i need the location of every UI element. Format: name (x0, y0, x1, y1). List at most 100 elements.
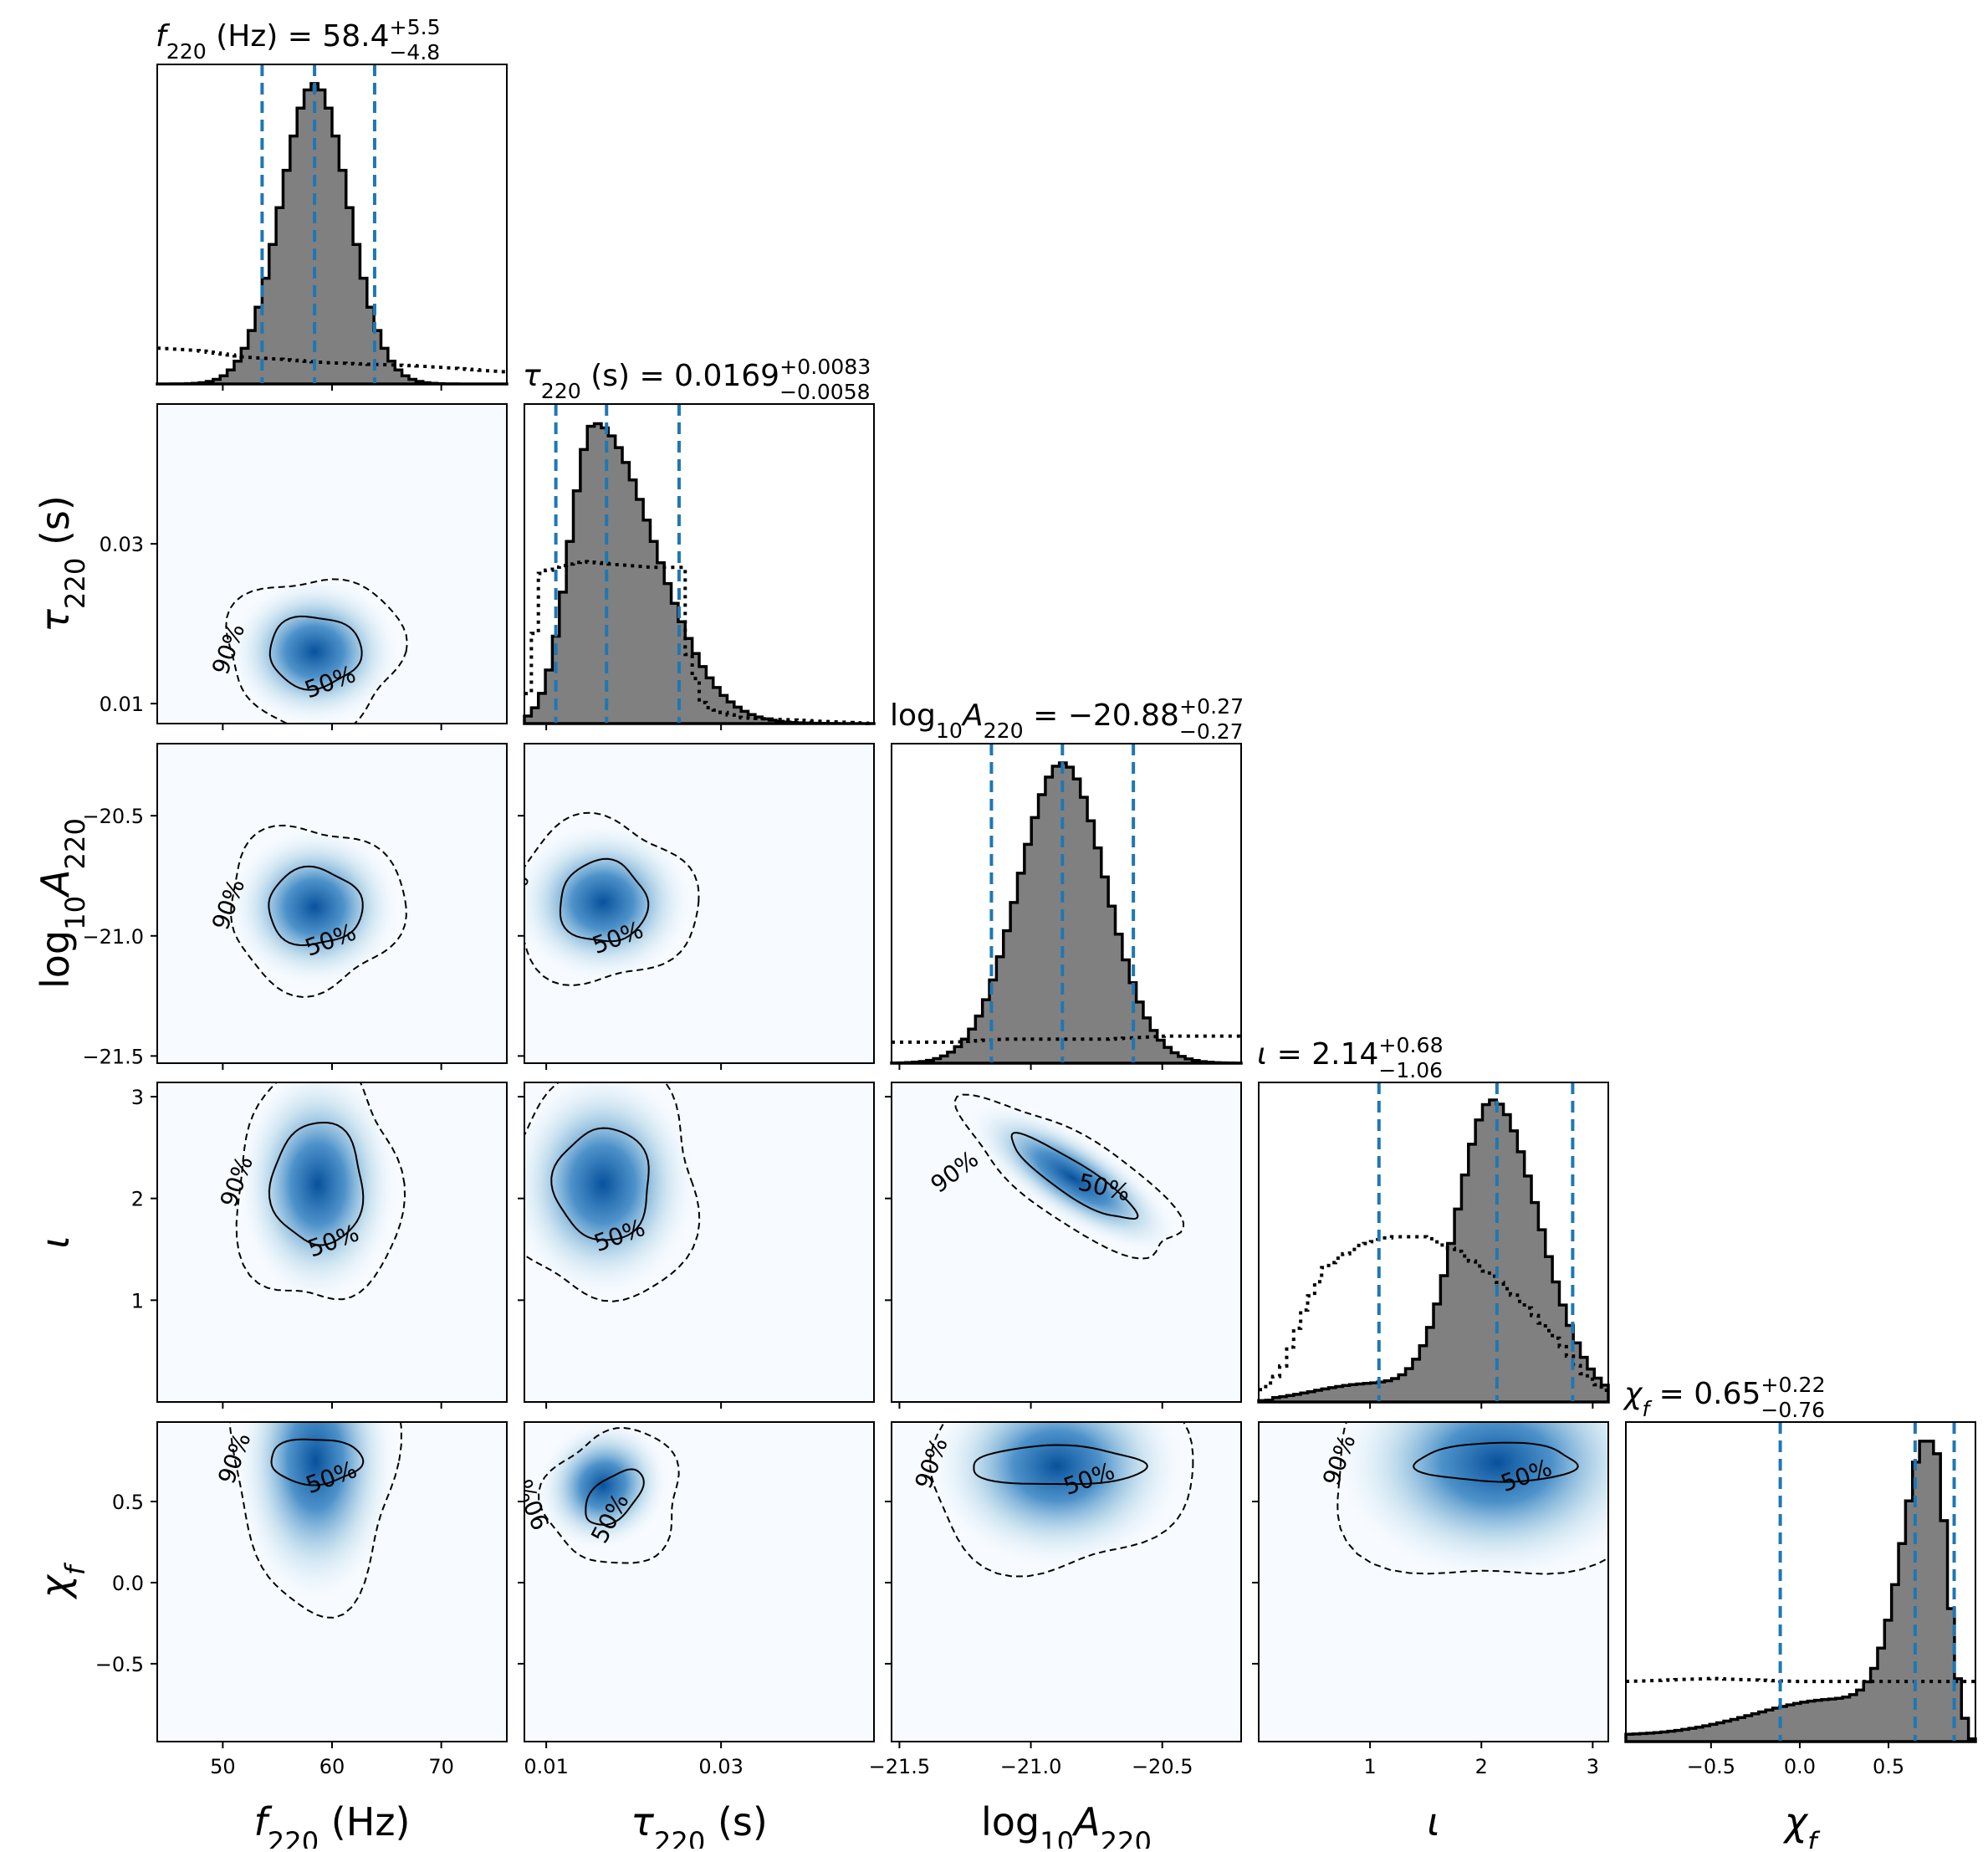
prior-histogram (1626, 1676, 1975, 1684)
y-tick-label: 0.0 (112, 1572, 144, 1595)
density-blob (539, 1422, 667, 1549)
contour-50 (1010, 1132, 1139, 1220)
contour-90 (929, 1422, 1194, 1578)
title-iota: ι = 2.14+0.68 (1257, 1033, 1444, 1072)
y-axis-label-tau220: τ220 (s) (33, 495, 91, 632)
contour-50 (268, 1121, 365, 1246)
x-tick-label: 0.03 (698, 1755, 743, 1778)
posterior-histogram (890, 761, 1243, 1065)
y-axis-label-iota: ι (33, 1236, 78, 1249)
posterior-histogram (1624, 1440, 1977, 1743)
contour-50 (550, 1127, 650, 1241)
y-tick-label: 1 (131, 1289, 144, 1312)
y-tick-label: 0.03 (100, 533, 144, 556)
density-blob (239, 1082, 396, 1301)
title-lower-err: −0.76 (1761, 1398, 1825, 1422)
title-lower-err: −0.27 (1179, 719, 1244, 744)
hist-frame (1625, 1421, 1976, 1742)
density-frame (891, 1082, 1242, 1403)
density-blob (238, 1422, 394, 1600)
density-blob (231, 579, 398, 724)
x-tick-label: 0.5 (1873, 1755, 1904, 1778)
x-tick-label: 50 (210, 1755, 236, 1778)
contour-50 (268, 865, 364, 947)
x-tick-label: 3 (1587, 1755, 1599, 1778)
x-axis-label-iota: ι (1427, 1799, 1440, 1844)
density-panel-logA220-f220: 50%90% (151, 743, 508, 1070)
prior-histogram (524, 560, 874, 725)
density-panel-logA220-tau220: 50%90% (518, 743, 875, 1070)
contour-90 (1336, 1422, 1608, 1575)
x-tick-label: −0.5 (1687, 1755, 1735, 1778)
hist-panel-chif: χf = 0.65+0.22−0.76 (1623, 1373, 1977, 1748)
prior-histogram (892, 1034, 1241, 1044)
contour-50 (270, 1438, 365, 1486)
density-panel-tau220-f220: 50%90% (151, 403, 508, 730)
y-tick-label: 0.01 (100, 693, 144, 716)
hist-panel-tau220: τ220 (s) = 0.0169+0.0083−0.0058 (523, 355, 876, 730)
x-axis-label-tau220: τ220 (s) (631, 1799, 768, 1849)
y-axis-label-logA220: log10A220 (33, 818, 91, 989)
x-tick-label: 2 (1475, 1755, 1488, 1778)
prior-histogram (1259, 1235, 1608, 1392)
contour-50 (1413, 1441, 1579, 1483)
hist-frame (524, 403, 875, 724)
density-panel-iota-f220: 50%90% (151, 1082, 508, 1409)
x-axis-label-logA220: log10A220 (981, 1799, 1152, 1849)
contour-90 (225, 578, 408, 724)
contour-50 (559, 857, 650, 943)
x-tick-label: 0.0 (1784, 1755, 1816, 1778)
y-tick-label: 0.5 (112, 1491, 144, 1514)
x-axis-label-f220: f220 (Hz) (254, 1799, 411, 1849)
y-tick-label: −0.5 (95, 1653, 144, 1676)
density-panel-chif-f220: 50%90% (151, 1421, 508, 1748)
hist-frame (891, 743, 1242, 1064)
y-tick-label: −21.5 (82, 1045, 144, 1068)
contour-50 (585, 1468, 645, 1526)
y-tick-label: 2 (131, 1188, 144, 1211)
density-panel-chif-tau220: 50%90% (518, 1421, 875, 1748)
contour-50 (973, 1444, 1148, 1486)
x-tick-label: 0.01 (524, 1755, 568, 1778)
hist-panel-f220: f220 (Hz) = 58.4+5.5−4.8 (156, 15, 508, 391)
contour-50 (268, 615, 363, 691)
density-blob (524, 824, 691, 980)
density-blob (932, 1422, 1183, 1567)
contour-90 (524, 811, 700, 987)
title-lower-err: −1.06 (1378, 1058, 1443, 1082)
title-f220: f220 (Hz) = 58.4+5.5 (156, 15, 441, 64)
contour-90 (235, 1082, 406, 1301)
density-frame (524, 1082, 875, 1403)
hist-panel-iota: ι = 2.14+0.68−1.06 (1257, 1033, 1610, 1409)
y-tick-label: 3 (131, 1086, 144, 1109)
y-tick-label: −21.0 (82, 925, 144, 949)
density-blob (524, 1082, 695, 1296)
title-logA220: log10A220 = −20.88+0.27 (890, 694, 1244, 743)
x-tick-label: 70 (428, 1755, 454, 1778)
density-blob (969, 1104, 1176, 1252)
density-panel-iota-tau220: 50%90% (518, 1082, 875, 1409)
contour-90 (953, 1093, 1185, 1260)
density-frame (524, 743, 875, 1064)
title-chif: χf = 0.65+0.22 (1623, 1373, 1826, 1421)
title-lower-err: −4.8 (389, 40, 440, 64)
x-tick-label: −21.0 (1000, 1755, 1062, 1778)
contour-90 (230, 824, 407, 999)
x-tick-label: 60 (319, 1755, 345, 1778)
y-axis-label-chif: χf (33, 1562, 91, 1600)
title-lower-err: −0.0058 (779, 380, 870, 404)
hist-frame (1258, 1082, 1609, 1403)
title-tau220: τ220 (s) = 0.0169+0.0083 (523, 355, 871, 403)
y-tick-label: −20.5 (82, 805, 144, 828)
prior-histogram (157, 346, 507, 374)
x-tick-label: −21.5 (869, 1755, 931, 1778)
x-axis-label-chif: χf (1782, 1799, 1821, 1849)
density-blob (231, 829, 398, 985)
hist-panel-logA220: log10A220 = −20.88+0.27−0.27 (890, 694, 1244, 1070)
contour-90 (229, 1422, 402, 1619)
x-tick-label: 1 (1363, 1755, 1376, 1778)
density-panel-iota-logA220: 50%90% (885, 1082, 1242, 1409)
contour-90 (538, 1426, 680, 1564)
